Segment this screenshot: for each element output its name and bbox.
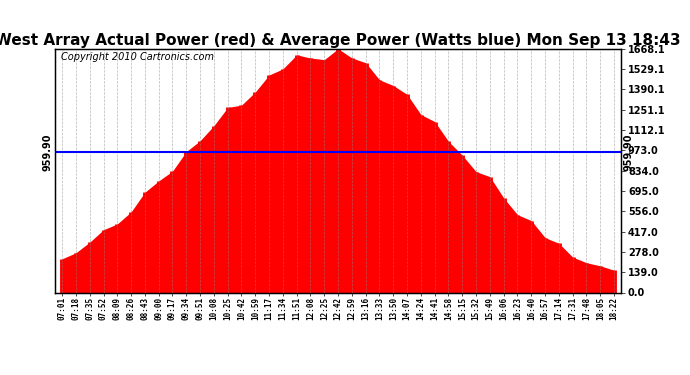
- Title: West Array Actual Power (red) & Average Power (Watts blue) Mon Sep 13 18:43: West Array Actual Power (red) & Average …: [0, 33, 681, 48]
- Text: 959.90: 959.90: [42, 134, 52, 171]
- Text: 959.90: 959.90: [624, 134, 634, 171]
- Text: Copyright 2010 Cartronics.com: Copyright 2010 Cartronics.com: [61, 53, 214, 62]
